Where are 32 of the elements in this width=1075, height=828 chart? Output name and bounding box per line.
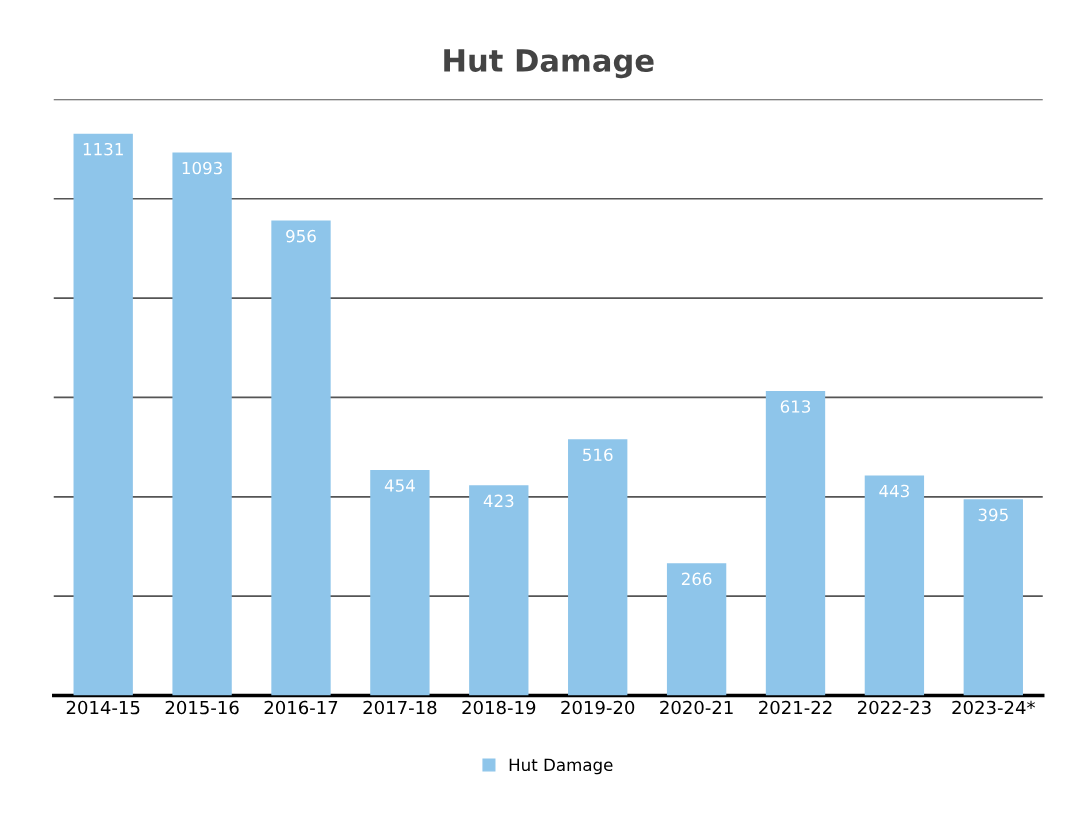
bar: [271, 220, 331, 696]
bar: [864, 475, 925, 696]
data-label: 613: [780, 400, 811, 413]
x-tick-label: 2017-18: [363, 700, 437, 715]
bar: [666, 563, 727, 696]
bar: [568, 439, 628, 696]
bar: [765, 390, 826, 696]
data-label: 395: [978, 508, 1008, 522]
data-label: 423: [483, 494, 514, 508]
data-label: 454: [384, 479, 415, 492]
bar: [469, 485, 529, 696]
bar: [370, 469, 430, 696]
x-tick-label: 2014-15: [66, 700, 140, 715]
x-tick-label: 2015-16: [165, 700, 239, 715]
x-tick-label: 2021-22: [759, 700, 832, 715]
data-label: 956: [286, 229, 316, 243]
data-label: 1093: [182, 161, 222, 175]
data-label: 266: [681, 572, 712, 586]
bar: [172, 152, 232, 696]
x-tick-label: 2023-24*: [952, 700, 1035, 715]
data-label: 443: [879, 484, 909, 498]
x-tick-label: 2018-19: [462, 700, 536, 715]
data-label: 516: [583, 448, 613, 462]
x-tick-label: 2019-20: [561, 700, 635, 715]
x-tick-label: 2020-21: [660, 700, 733, 715]
x-tick-label: 2016-17: [264, 700, 338, 715]
bar: [963, 499, 1023, 696]
data-label: 1131: [83, 142, 123, 156]
legend-label: Hut Damage: [509, 758, 613, 775]
x-tick-label: 2022-23: [858, 700, 931, 715]
bar: [73, 133, 133, 696]
chart-title: Hut Damage: [444, 49, 654, 79]
